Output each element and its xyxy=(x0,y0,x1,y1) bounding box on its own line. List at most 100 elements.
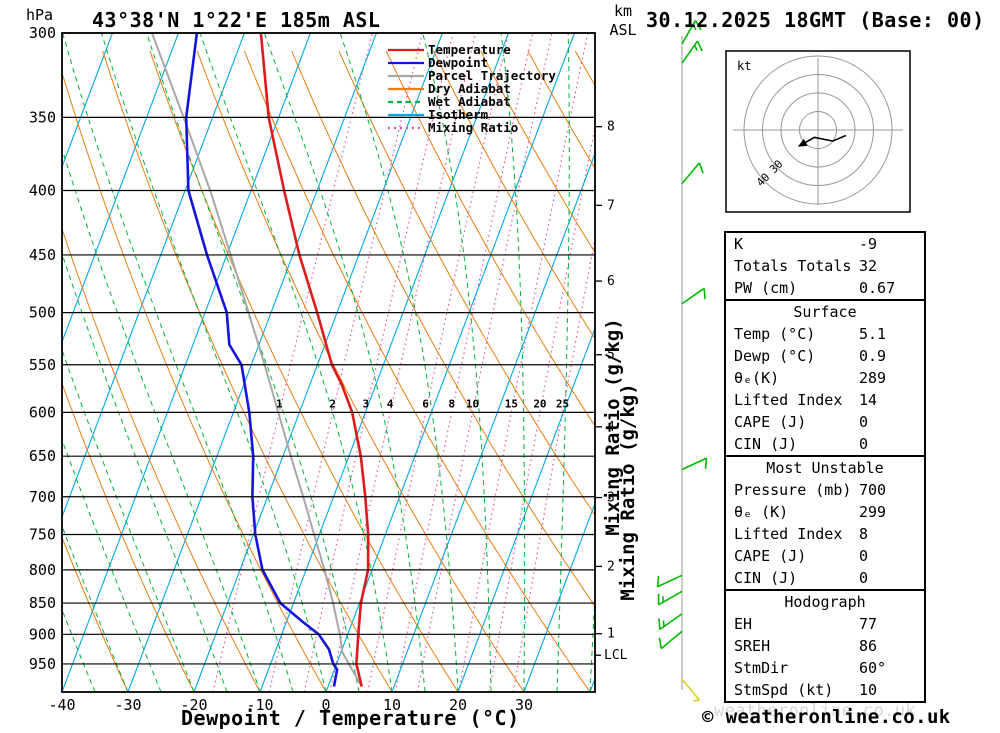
hodograph-unit-label: kt xyxy=(737,59,751,73)
stat-row: Lifted Index 14 xyxy=(726,389,924,411)
temp-tick-label: 0 xyxy=(321,696,330,714)
mixing-ratio-value-label: 20 xyxy=(533,397,546,410)
wind-barb xyxy=(657,590,683,606)
altitude-unit-asl-label: ASL xyxy=(609,21,637,39)
wind-barb xyxy=(681,678,700,702)
stat-value: 700 xyxy=(859,481,887,499)
temperature-axis-label: Dewpoint / Temperature (°C) xyxy=(181,706,520,730)
pressure-tick-label: 750 xyxy=(29,526,56,544)
temperature-curve xyxy=(259,33,370,687)
legend-label: Dewpoint xyxy=(428,55,488,70)
isotherm-line xyxy=(62,33,113,169)
mixing-ratio-line xyxy=(212,33,373,692)
stat-row: Lifted Index 8 xyxy=(726,523,924,545)
stat-value: 14 xyxy=(859,391,878,409)
stat-row: Dewp (°C) 0.9 xyxy=(726,345,924,367)
isotherm-line xyxy=(62,33,245,519)
stat-value: 0 xyxy=(859,569,869,587)
dry-adiabat-line xyxy=(62,227,261,692)
stat-value: 0 xyxy=(859,413,869,431)
stat-value: 0.9 xyxy=(859,347,887,365)
temp-tick-label: 10 xyxy=(383,696,401,714)
stat-row: CAPE (J) 0 xyxy=(726,411,924,433)
mixing-ratio-line xyxy=(268,33,423,692)
isotherm-line xyxy=(457,327,595,692)
stat-row: K -9 xyxy=(726,233,924,255)
stat-row: CAPE (J) 0 xyxy=(726,545,924,567)
skewt-chart: 3003504004505005506006507007508008509009… xyxy=(0,20,722,714)
temp-tick-label: -10 xyxy=(246,696,273,714)
stat-value: -9 xyxy=(859,235,878,253)
stat-label: SREH xyxy=(734,637,771,655)
stat-row: CIN (J) 0 xyxy=(726,433,924,455)
hodograph-trace xyxy=(800,134,847,146)
pressure-tick-label: 300 xyxy=(29,24,56,42)
stat-value: 289 xyxy=(859,369,887,387)
stat-label: Dewp (°C) xyxy=(734,347,816,365)
station-title: 43°38'N 1°22'E 185m ASL xyxy=(92,8,381,32)
sounding-stats-table: K -9 Totals Totals 32 PW (cm) 0.67 Surface Temp… xyxy=(724,231,926,703)
mixing-ratio-value-label: 25 xyxy=(556,397,569,410)
pressure-tick-label: 800 xyxy=(29,561,56,579)
wind-barb xyxy=(681,20,702,45)
mixing-ratio-axis-label: Mixing Ratio (g/kg) xyxy=(617,383,639,600)
dry-adiabat-line xyxy=(291,50,595,607)
km-tick-label: 1 xyxy=(607,627,615,642)
hodograph-trace-arrow xyxy=(797,138,808,147)
dry-adiabat-line xyxy=(62,381,195,692)
legend-label: Mixing Ratio xyxy=(428,120,518,135)
pressure-tick-label: 950 xyxy=(29,655,56,673)
dry-adiabat-line xyxy=(196,50,525,692)
stat-value: 5.1 xyxy=(859,325,887,343)
dry-adiabat-line xyxy=(670,51,722,692)
wind-barb xyxy=(656,574,683,588)
dry-adiabat-line xyxy=(149,50,459,692)
stat-value: 0 xyxy=(859,435,869,453)
stat-section-header: Most Unstable xyxy=(726,455,924,479)
dewpoint-curve xyxy=(184,33,339,687)
stat-label: PW (cm) xyxy=(734,279,798,297)
stat-value: 10 xyxy=(859,681,878,699)
stat-label: K xyxy=(734,235,744,253)
wet-adiabat-line xyxy=(199,33,393,692)
temp-tick-label: -40 xyxy=(48,696,75,714)
legend-label: Isotherm xyxy=(428,107,489,122)
isotherm-line xyxy=(523,502,595,692)
stat-label: Totals Totals xyxy=(734,257,852,275)
wind-barbs xyxy=(656,20,708,702)
pressure-tick-label: 850 xyxy=(29,594,56,612)
wet-adiabat-line xyxy=(0,33,29,692)
pressure-tick-label: 500 xyxy=(29,304,56,322)
stat-value: 77 xyxy=(859,615,878,633)
stat-row: Temp (°C) 5.1 xyxy=(726,323,924,345)
pressure-tick-label: 900 xyxy=(29,625,56,643)
km-tick-label: 5 xyxy=(607,348,615,363)
pressure-tick-label: 450 xyxy=(29,246,56,264)
wet-adiabat-line xyxy=(62,33,294,692)
stat-value: 32 xyxy=(859,257,878,275)
stat-label: Temp (°C) xyxy=(734,325,816,343)
stat-label: θₑ (K) xyxy=(734,503,789,521)
pressure-tick-label: 600 xyxy=(29,403,56,421)
km-tick-label: 3 xyxy=(607,491,615,506)
wind-barb xyxy=(658,630,683,650)
stat-label: CAPE (J) xyxy=(734,547,807,565)
dry-adiabat-line xyxy=(385,50,595,427)
temp-tick-label: 30 xyxy=(515,696,533,714)
km-tick-label: 2 xyxy=(607,559,615,574)
pressure-unit-label: hPa xyxy=(26,6,54,24)
stat-label: Lifted Index xyxy=(734,525,843,543)
legend-label: Parcel Trajectory xyxy=(428,68,556,83)
mixing-ratio-value-label: 3 xyxy=(362,397,369,410)
wet-adiabat-line xyxy=(62,147,261,692)
isotherm-line xyxy=(62,33,179,344)
wet-adiabat-line xyxy=(263,33,426,692)
pressure-tick-label: 700 xyxy=(29,488,56,506)
temp-tick-label: 20 xyxy=(449,696,467,714)
dry-adiabat-line xyxy=(432,50,595,340)
stat-label: Pressure (mb) xyxy=(734,481,852,499)
pressure-tick-label: 400 xyxy=(29,181,56,199)
stat-value: 60° xyxy=(859,659,887,677)
stat-row: Pressure (mb) 700 xyxy=(726,479,924,501)
